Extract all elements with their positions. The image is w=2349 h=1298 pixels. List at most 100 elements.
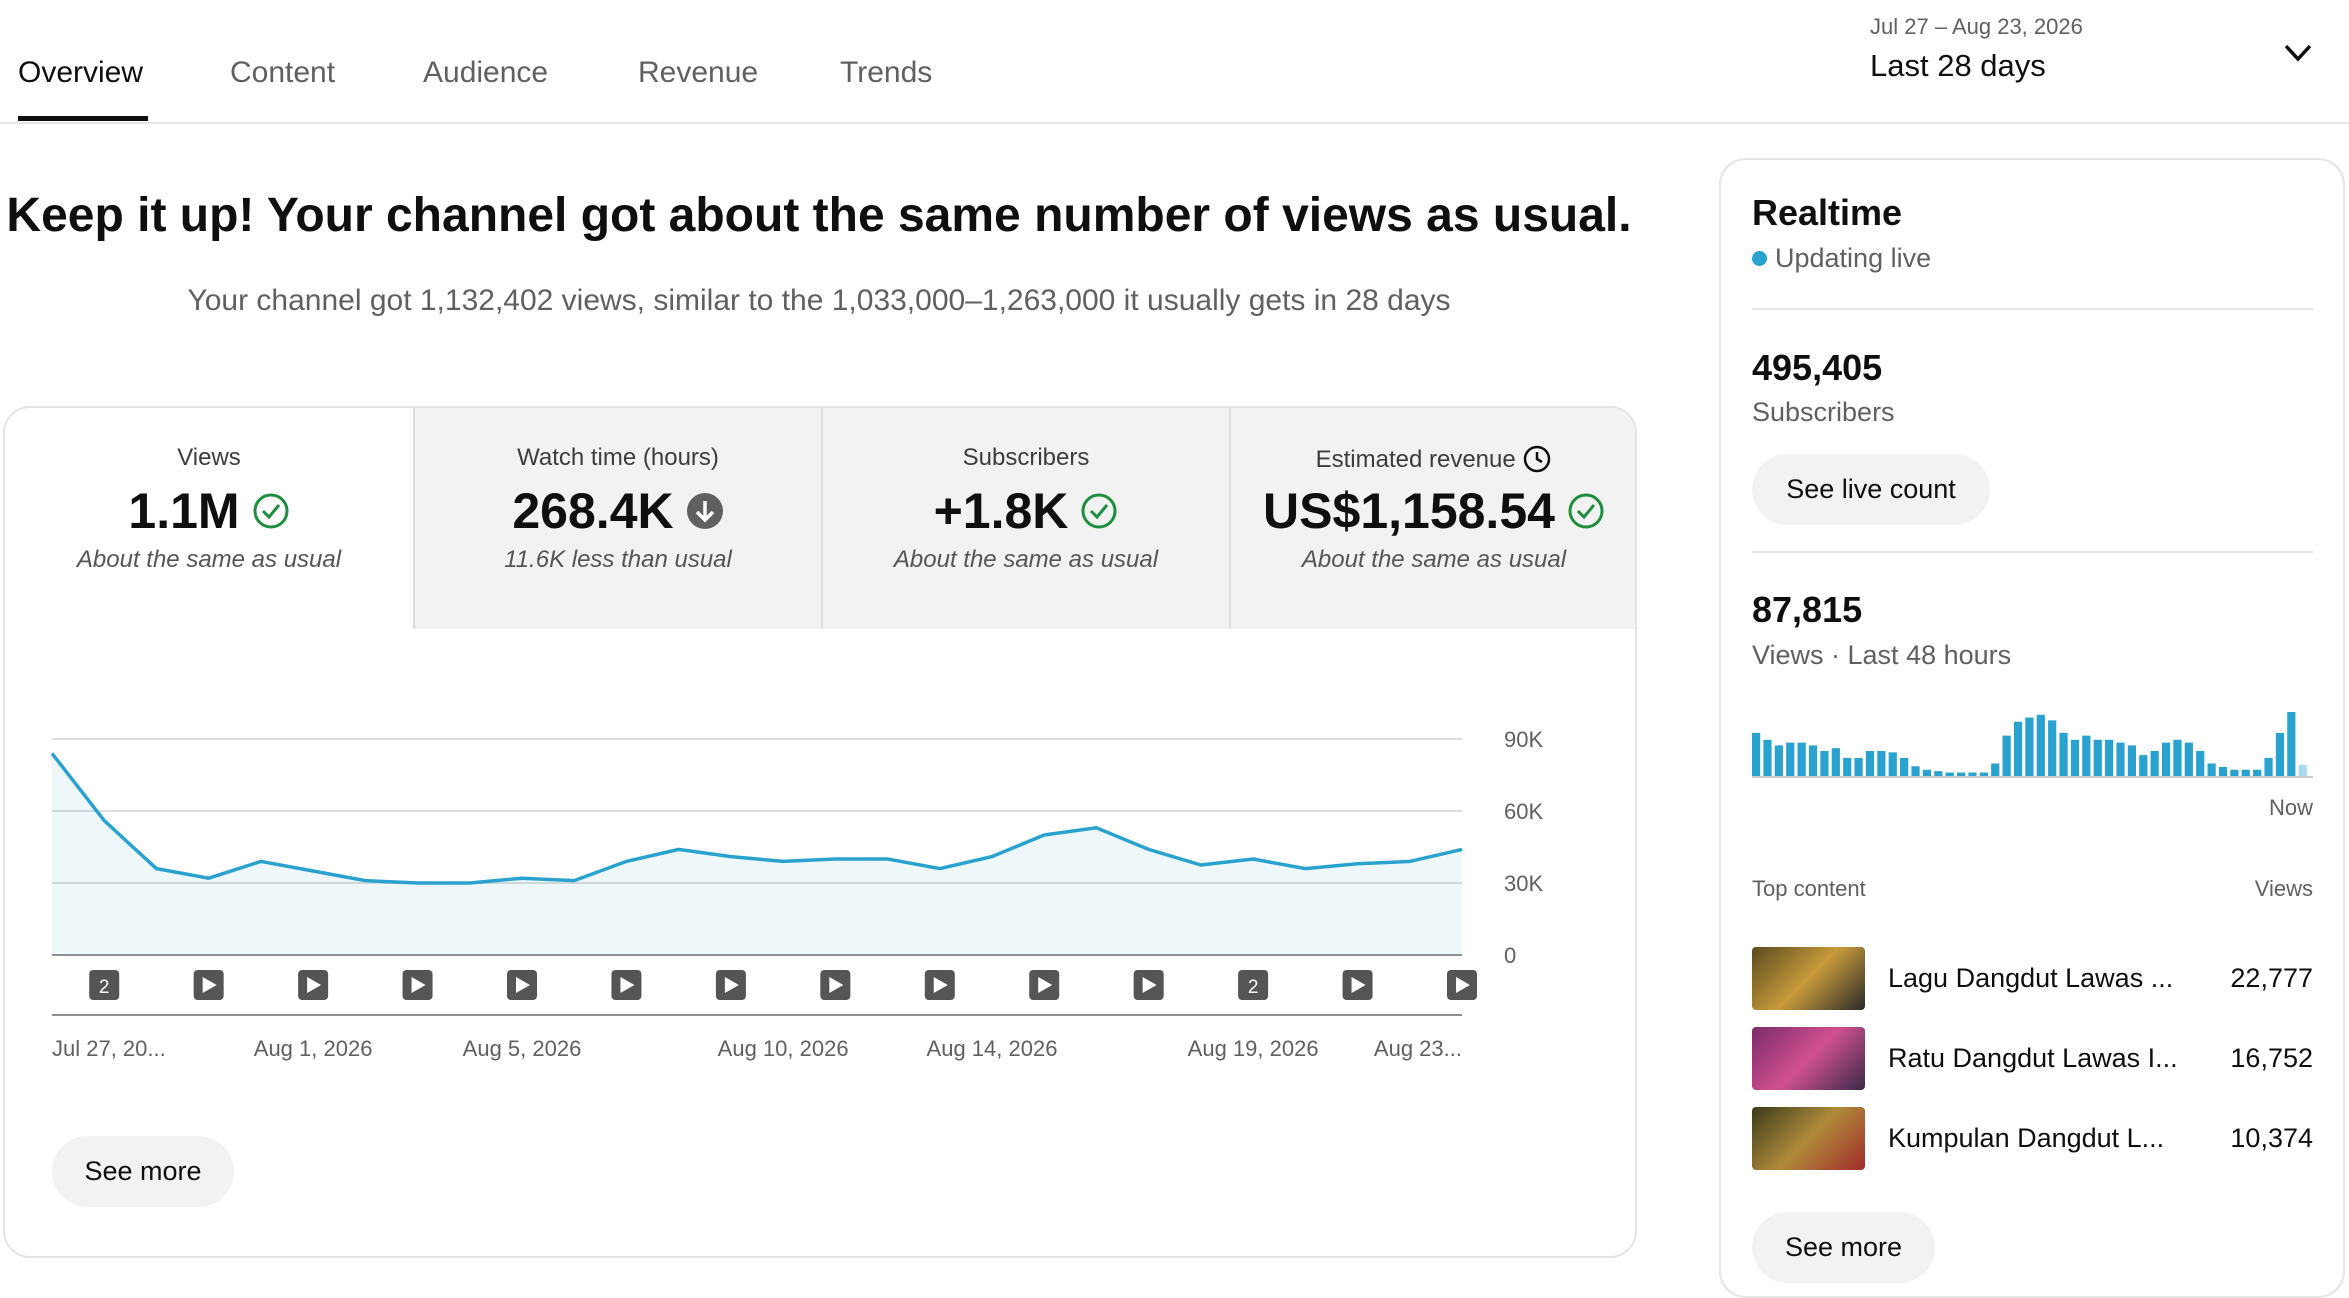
metric-value: US$1,158.54 xyxy=(1231,482,1635,540)
metric-value: +1.8K xyxy=(823,482,1229,540)
headline-title: Keep it up! Your channel got about the s… xyxy=(6,189,1632,242)
bar xyxy=(2298,764,2307,776)
realtime-title: Realtime xyxy=(1752,192,1903,233)
bar xyxy=(1979,772,1988,776)
x-tick-label: Aug 5, 2026 xyxy=(463,1036,582,1061)
bar xyxy=(2253,769,2262,776)
bar xyxy=(1888,752,1897,776)
check-icon xyxy=(1568,493,1604,529)
play-icon xyxy=(516,977,530,993)
headline-subtitle: Your channel got 1,132,402 views, simila… xyxy=(187,284,1451,317)
subscriber-count: 495,405 xyxy=(1752,347,1883,388)
metric-note: About the same as usual xyxy=(1301,546,1567,573)
bar xyxy=(1877,750,1886,776)
x-tick-label: Aug 10, 2026 xyxy=(718,1036,849,1061)
tab[interactable]: Trends xyxy=(840,56,933,89)
bar xyxy=(2002,735,2011,776)
metric-tile[interactable]: Subscribers +1.8K About the same as usual xyxy=(821,408,1229,629)
bar xyxy=(1968,772,1977,776)
x-tick-label: Aug 23... xyxy=(1374,1036,1462,1061)
play-icon xyxy=(1456,977,1470,993)
bar xyxy=(2139,755,2148,776)
play-icon xyxy=(1038,977,1053,993)
video-title[interactable]: Ratu Dangdut Lawas I... xyxy=(1888,1043,2178,1073)
play-icon xyxy=(1142,977,1157,993)
video-thumbnail xyxy=(1752,1027,1865,1090)
upload-marker xyxy=(89,970,120,1000)
video-title[interactable]: Kumpulan Dangdut L... xyxy=(1888,1123,2165,1153)
bar xyxy=(2184,742,2193,776)
bar xyxy=(1854,757,1863,776)
metric-label: Watch time (hours) xyxy=(415,444,821,472)
bar xyxy=(2230,769,2239,776)
x-tick-label: Aug 14, 2026 xyxy=(927,1036,1058,1061)
down-icon xyxy=(686,493,723,529)
metric-note: About the same as usual xyxy=(76,546,342,573)
x-tick-label: Aug 19, 2026 xyxy=(1188,1036,1319,1061)
bar xyxy=(2161,742,2171,776)
tab[interactable]: Revenue xyxy=(638,56,759,89)
bar xyxy=(2241,769,2250,776)
metric-tile[interactable]: Estimated revenue US$1,158.54 About the s… xyxy=(1229,408,1635,629)
metric-tile[interactable]: Watch time (hours) 268.4K 11.6K less than … xyxy=(413,408,821,629)
metric-label-text: Watch time (hours) xyxy=(517,444,719,471)
bar xyxy=(2093,739,2102,776)
see-live-count-button[interactable]: See live count xyxy=(1752,454,1990,525)
metric-tile[interactable]: Views 1.1M About the same as usual xyxy=(5,408,413,629)
line-area xyxy=(52,753,1462,955)
active-tab-indicator xyxy=(18,116,148,121)
metric-label: Estimated revenue xyxy=(1231,444,1635,474)
bar xyxy=(2127,745,2136,776)
bar xyxy=(2287,712,2296,776)
subscriber-label: Subscribers xyxy=(1752,397,1895,427)
x-tick-label: Jul 27, 20... xyxy=(52,1036,166,1061)
bar xyxy=(2173,739,2182,776)
bar xyxy=(1808,745,1818,776)
see-more-button[interactable]: See more xyxy=(52,1136,234,1207)
clock-icon xyxy=(1524,445,1551,473)
video-views: 22,777 xyxy=(2230,963,2313,993)
bar xyxy=(2059,732,2068,776)
upload-marker xyxy=(1238,970,1269,1000)
realtime-views: 87,815 xyxy=(1752,589,1863,630)
metric-label: Views xyxy=(5,444,413,472)
bar xyxy=(1774,745,1783,776)
bar xyxy=(2036,714,2045,776)
bar xyxy=(1843,757,1852,776)
bar xyxy=(1865,750,1875,776)
bar xyxy=(1900,757,1909,776)
video-thumbnail xyxy=(1752,1107,1865,1170)
x-tick-label: Aug 1, 2026 xyxy=(254,1036,373,1061)
bar xyxy=(2105,739,2114,776)
play-icon xyxy=(933,977,948,993)
metric-value-text: US$1,158.54 xyxy=(1263,483,1555,539)
bar xyxy=(1752,732,1761,776)
bar xyxy=(2013,721,2023,776)
play-icon xyxy=(620,977,635,993)
bar xyxy=(1786,742,1795,776)
metric-note: 11.6K less than usual xyxy=(504,546,732,573)
bar xyxy=(2048,720,2057,776)
video-title[interactable]: Lagu Dangdut Lawas ... xyxy=(1888,963,2174,993)
tab[interactable]: Content xyxy=(230,56,336,89)
check-icon xyxy=(1081,493,1117,529)
date-range-label[interactable]: Last 28 days xyxy=(1870,48,2046,83)
tab[interactable]: Audience xyxy=(423,56,549,89)
play-icon xyxy=(724,977,739,993)
divider xyxy=(1752,308,2313,310)
bar xyxy=(1831,748,1840,776)
metric-value: 268.4K xyxy=(415,482,821,540)
metric-value-text: 268.4K xyxy=(512,483,674,539)
upload-marker-count: 2 xyxy=(1248,977,1259,998)
video-thumbnail xyxy=(1752,947,1865,1010)
see-more-button[interactable]: See more xyxy=(1752,1212,1935,1283)
overview-card: Views 1.1M About the same as usual Watch ti… xyxy=(3,406,1637,1258)
check-icon xyxy=(253,493,289,529)
play-icon xyxy=(829,977,844,993)
tab[interactable]: Overview xyxy=(18,56,144,89)
dropdown-chevron[interactable] xyxy=(2283,41,2313,65)
y-tick-label: 0 xyxy=(1504,943,1516,968)
top-content-column: Views xyxy=(2254,876,2313,901)
bar xyxy=(1820,750,1829,776)
